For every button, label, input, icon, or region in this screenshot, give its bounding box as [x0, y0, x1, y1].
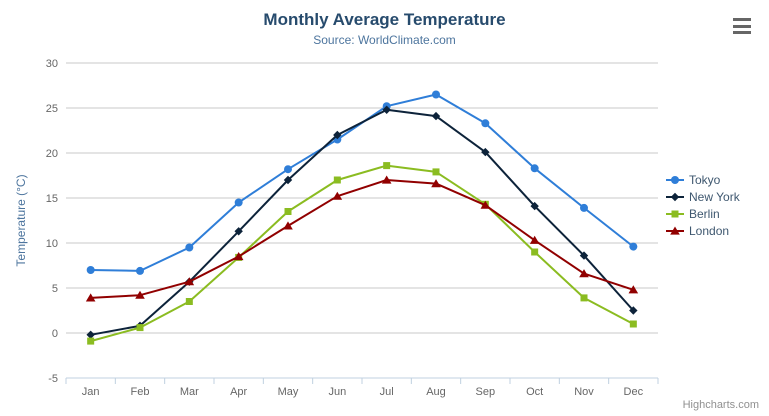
data-point-new-york[interactable]	[530, 201, 539, 211]
data-point-london[interactable]	[233, 252, 244, 261]
y-axis-tick-label: 10	[46, 238, 58, 250]
data-point-berlin[interactable]	[87, 337, 95, 345]
series-tokyo	[86, 90, 638, 275]
data-point-new-york[interactable]	[234, 227, 243, 236]
data-point-berlin[interactable]	[580, 294, 588, 302]
legend-label: London	[689, 224, 730, 238]
export-menu-button[interactable]	[730, 16, 754, 36]
data-point-new-york[interactable]	[333, 130, 342, 140]
data-point-new-york[interactable]	[579, 251, 589, 260]
legend-symbol-london	[670, 226, 680, 235]
x-axis-tick-label: Feb	[131, 386, 150, 398]
data-point-tokyo[interactable]	[136, 266, 144, 275]
data-point-berlin[interactable]	[284, 208, 292, 215]
data-point-london[interactable]	[332, 191, 343, 200]
legend-item-tokyo[interactable]: Tokyo	[666, 173, 740, 187]
x-axis-tick-label: Mar	[180, 386, 199, 398]
legend-label: New York	[689, 190, 740, 204]
legend-marker-square-icon	[666, 210, 684, 218]
series-london	[85, 175, 639, 302]
y-axis-tick-label: 15	[46, 193, 58, 205]
x-axis-tick-label: Apr	[230, 386, 247, 398]
data-point-london[interactable]	[628, 285, 639, 294]
data-point-tokyo[interactable]	[234, 198, 243, 207]
x-axis-tick-label: Oct	[526, 386, 543, 398]
legend-marker-circle-icon	[666, 176, 684, 184]
x-axis-tick-label: Jun	[328, 386, 346, 398]
data-point-london[interactable]	[480, 200, 491, 209]
data-point-berlin[interactable]	[333, 176, 341, 184]
legend-item-new-york[interactable]: New York	[666, 190, 740, 204]
data-point-berlin[interactable]	[185, 298, 193, 305]
y-axis-title: Temperature (°C)	[14, 174, 28, 266]
x-axis-tick-label: Dec	[624, 386, 644, 398]
data-point-london[interactable]	[85, 293, 96, 302]
legend-item-london[interactable]: London	[666, 224, 740, 238]
x-axis-tick-label: Jul	[380, 386, 394, 398]
y-axis-tick-label: 30	[46, 58, 58, 70]
data-point-new-york[interactable]	[283, 175, 293, 185]
data-point-london[interactable]	[431, 179, 441, 188]
legend-symbol-berlin	[671, 210, 679, 218]
series-line-new-york[interactable]	[89, 108, 635, 336]
series-line-london[interactable]	[89, 179, 635, 299]
data-point-berlin[interactable]	[629, 320, 637, 328]
data-point-new-york[interactable]	[86, 330, 95, 339]
legend-marker-diamond-icon	[666, 192, 684, 202]
series-line-berlin[interactable]	[89, 164, 635, 343]
data-point-tokyo[interactable]	[86, 266, 95, 274]
series-berlin	[87, 162, 637, 345]
data-point-new-york[interactable]	[629, 306, 638, 315]
data-point-tokyo[interactable]	[432, 90, 440, 99]
legend-marker-triangle-icon	[666, 226, 684, 235]
hamburger-icon-bar	[733, 24, 751, 28]
x-axis-tick-label: Jan	[82, 386, 100, 398]
data-point-london[interactable]	[184, 277, 195, 286]
legend: Tokyo New York Berlin London	[666, 173, 740, 238]
data-point-new-york[interactable]	[431, 111, 441, 121]
y-axis-tick-label: 20	[46, 148, 58, 160]
legend-label: Berlin	[689, 207, 720, 221]
data-point-london[interactable]	[283, 221, 293, 230]
x-axis-tick-label: Nov	[574, 386, 594, 398]
data-point-london[interactable]	[579, 269, 589, 278]
data-point-berlin[interactable]	[531, 248, 539, 256]
y-axis-tick-label: 0	[52, 328, 58, 340]
data-point-berlin[interactable]	[432, 168, 440, 176]
data-point-london[interactable]	[381, 175, 392, 184]
series-new-york	[86, 105, 638, 339]
data-point-tokyo[interactable]	[629, 242, 638, 251]
data-point-tokyo[interactable]	[185, 243, 194, 252]
legend-item-berlin[interactable]: Berlin	[666, 207, 740, 221]
data-point-berlin[interactable]	[383, 162, 391, 170]
series-line-tokyo[interactable]	[89, 93, 635, 272]
chart-subtitle: Source: WorldClimate.com	[313, 33, 456, 47]
hamburger-icon-bar	[733, 18, 751, 21]
data-point-tokyo[interactable]	[284, 165, 292, 174]
data-point-tokyo[interactable]	[530, 164, 539, 173]
data-point-london[interactable]	[529, 235, 540, 244]
data-point-tokyo[interactable]	[580, 203, 588, 212]
data-point-new-york[interactable]	[382, 105, 391, 114]
legend-symbol-new-york	[670, 192, 680, 202]
x-axis-tick-label: Aug	[426, 386, 446, 398]
credits-link[interactable]: Highcharts.com	[682, 399, 759, 411]
y-axis-tick-label: 25	[46, 103, 58, 115]
x-axis-tick-label: Sep	[476, 386, 496, 398]
chart-title: Monthly Average Temperature	[263, 10, 506, 29]
data-point-berlin[interactable]	[136, 324, 144, 332]
data-point-new-york[interactable]	[481, 147, 490, 157]
data-point-london[interactable]	[135, 290, 145, 299]
legend-label: Tokyo	[689, 173, 721, 187]
x-axis-tick-label: May	[278, 386, 299, 398]
data-point-tokyo[interactable]	[481, 119, 490, 128]
y-axis-tick-label: 5	[52, 283, 58, 295]
legend-symbol-tokyo	[671, 176, 679, 184]
y-axis-tick-label: -5	[48, 373, 58, 385]
hamburger-icon-bar	[733, 31, 751, 34]
